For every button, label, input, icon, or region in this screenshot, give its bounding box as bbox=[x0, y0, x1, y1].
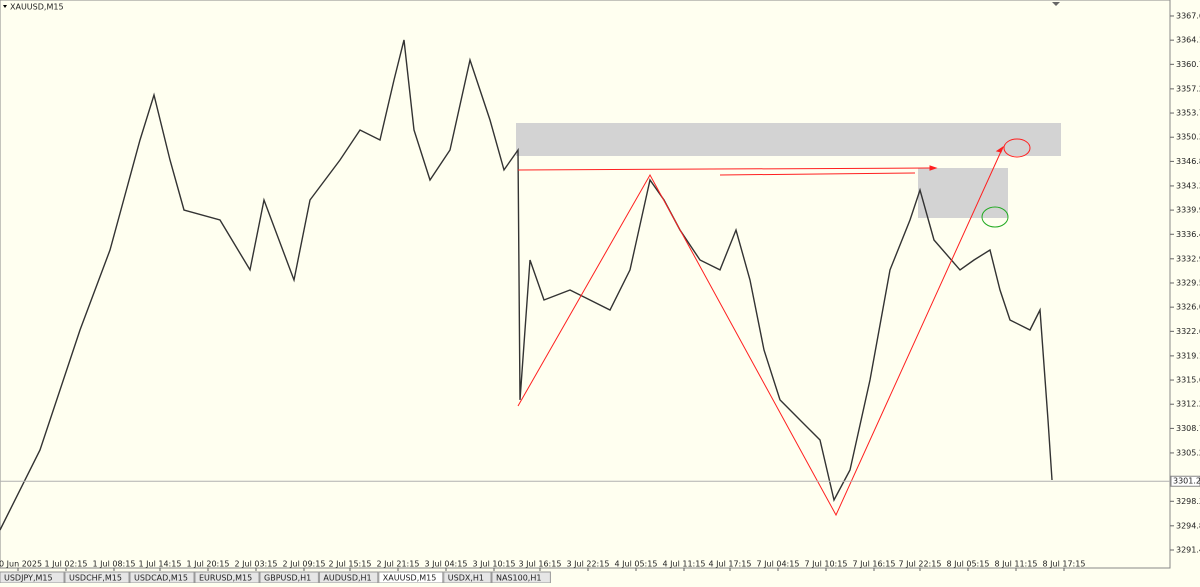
x-tick-label: 3 Jul 04:15 bbox=[425, 560, 468, 569]
supply-zone bbox=[918, 168, 1008, 218]
x-tick-label: 7 Jul 22:15 bbox=[899, 560, 942, 569]
y-tick-label: 3319.10 bbox=[1176, 351, 1200, 360]
drawing bbox=[517, 138, 1031, 517]
arrow-head bbox=[995, 145, 1005, 153]
tab-label[interactable]: USDJPY,M15 bbox=[4, 574, 53, 583]
y-tick-label: 3343.35 bbox=[1176, 181, 1200, 190]
y-tick-label: 3305.25 bbox=[1176, 448, 1200, 457]
x-tick-label: 8 Jul 17:15 bbox=[1043, 560, 1086, 569]
tab-label[interactable]: USDCAD,M15 bbox=[134, 574, 188, 583]
y-tick-label: 3339.90 bbox=[1176, 206, 1200, 215]
y-tick-label: 3315.65 bbox=[1176, 376, 1200, 385]
tab-label[interactable]: USDCHF,M15 bbox=[69, 574, 122, 583]
y-tick-label: 3367.60 bbox=[1176, 11, 1200, 20]
scroll-marker bbox=[1052, 2, 1060, 6]
y-tick-label: 3326.05 bbox=[1176, 303, 1200, 312]
x-tick-label: 2 Jul 03:15 bbox=[235, 560, 278, 569]
y-tick-label: 3329.50 bbox=[1176, 278, 1200, 287]
x-tick-label: 4 Jul 17:15 bbox=[709, 560, 752, 569]
x-tick-label: 3 Jul 10:15 bbox=[473, 560, 516, 569]
y-tick-label: 3346.85 bbox=[1176, 157, 1200, 166]
arrow-head bbox=[929, 165, 938, 171]
supply-zone bbox=[516, 123, 1061, 156]
x-tick-label: 1 Jul 02:15 bbox=[45, 560, 88, 569]
x-tick-label: 30 Jun 2025 bbox=[0, 560, 42, 569]
y-tick-label: 3357.20 bbox=[1176, 84, 1200, 93]
y-tick-label: 3308.75 bbox=[1176, 424, 1200, 433]
tab-label[interactable]: NAS100,H1 bbox=[496, 574, 541, 583]
y-tick-label: 3350.30 bbox=[1176, 133, 1200, 142]
y-tick-label: 3294.85 bbox=[1176, 521, 1200, 530]
zigzag-line bbox=[517, 146, 1004, 517]
current-price-label: 3301.21 bbox=[1173, 477, 1200, 486]
y-tick-label: 3336.45 bbox=[1176, 230, 1200, 239]
tab-label[interactable]: USDX,H1 bbox=[448, 574, 484, 583]
arrow-line bbox=[719, 172, 916, 176]
tab-label[interactable]: XAUUSD,M15 bbox=[383, 574, 437, 583]
menu-arrow[interactable] bbox=[3, 5, 7, 8]
x-tick-label: 1 Jul 08:15 bbox=[93, 560, 136, 569]
x-tick-label: 1 Jul 14:15 bbox=[139, 560, 182, 569]
y-tick-label: 3298.35 bbox=[1176, 497, 1200, 506]
x-tick-label: 8 Jul 11:15 bbox=[995, 560, 1038, 569]
reaction-circle bbox=[981, 206, 1009, 228]
tab-label[interactable]: EURUSD,M15 bbox=[199, 574, 252, 583]
current-price-box bbox=[1170, 475, 1200, 487]
x-tick-label: 8 Jul 05:15 bbox=[947, 560, 990, 569]
y-tick-label: 3312.20 bbox=[1176, 400, 1200, 409]
x-tick-label: 1 Jul 20:15 bbox=[187, 560, 230, 569]
x-tick-label: 7 Jul 10:15 bbox=[805, 560, 848, 569]
x-tick-label: 3 Jul 16:15 bbox=[519, 560, 562, 569]
x-tick-label: 2 Jul 09:15 bbox=[283, 560, 326, 569]
y-tick-label: 3332.95 bbox=[1176, 254, 1200, 263]
y-tick-label: 3322.60 bbox=[1176, 327, 1200, 336]
x-tick-label: 2 Jul 21:15 bbox=[377, 560, 420, 569]
x-tick-label: 4 Jul 11:15 bbox=[663, 560, 706, 569]
target-circle bbox=[1003, 138, 1031, 158]
tab-label[interactable]: AUDUSD,H1 bbox=[323, 574, 371, 583]
x-tick-label: 2 Jul 15:15 bbox=[329, 560, 372, 569]
arrow-line bbox=[517, 167, 931, 171]
x-tick-label: 3 Jul 22:15 bbox=[567, 560, 610, 569]
x-tick-label: 7 Jul 16:15 bbox=[853, 560, 896, 569]
price-line bbox=[0, 39, 1053, 531]
x-tick-label: 7 Jul 04:15 bbox=[757, 560, 800, 569]
y-tick-label: 3291.40 bbox=[1176, 545, 1200, 554]
window-title: XAUUSD,M15 bbox=[10, 3, 64, 12]
tab-label[interactable]: GBPUSD,H1 bbox=[264, 574, 311, 583]
y-tick-label: 3364.15 bbox=[1176, 36, 1200, 45]
x-tick-label: 4 Jul 05:15 bbox=[615, 560, 658, 569]
y-tick-label: 3360.70 bbox=[1176, 60, 1200, 69]
y-tick-label: 3353.75 bbox=[1176, 109, 1200, 118]
